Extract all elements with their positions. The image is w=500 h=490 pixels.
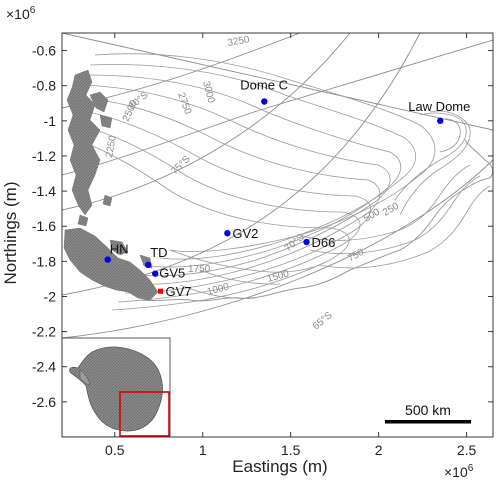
antarctica-inset — [62, 337, 171, 437]
contour-label: 250 — [381, 201, 401, 219]
station-label-gv7: GV7 — [166, 284, 192, 299]
x-ticks: 0.5 1 1.5 2 2.5 — [105, 33, 477, 458]
scale-bar: 500 km — [385, 402, 471, 424]
station-label-gv5: GV5 — [159, 266, 185, 281]
x-tick-label: 0.5 — [105, 442, 125, 458]
y-ticks: -0.6 -0.8 -1 -1.2 -1.4 -1.6 -1.8 -2 -2.2 -2.4 -2.6 — [32, 43, 493, 410]
station-marker-gv5 — [152, 270, 159, 277]
contour-label: 3000 — [200, 80, 216, 105]
station-label-gv2: GV2 — [232, 226, 258, 241]
map-content: 3250 3000 2750 2500 2250 1750 1500 1000 … — [62, 33, 493, 437]
inset-peninsula — [79, 369, 91, 385]
y-tick-label: -0.6 — [32, 43, 56, 59]
y-tick-label: -1.6 — [32, 218, 56, 234]
contour-label: 2750 — [175, 91, 193, 116]
contour-labels: 3250 3000 2750 2500 2250 1750 1500 1000 … — [104, 34, 401, 298]
x-tick-label: 1.5 — [281, 442, 301, 458]
y-tick-label: -1 — [44, 113, 57, 129]
station-marker-gv2 — [224, 230, 231, 237]
y-tick-label: -1.8 — [32, 253, 56, 269]
y-tick-label: -2 — [44, 288, 57, 304]
station-label-dome-c: Dome C — [240, 78, 288, 93]
scale-bar-line — [385, 420, 471, 424]
inset-continent — [69, 346, 163, 432]
y-exponent: ×106 — [6, 5, 36, 22]
rock-outcrops — [63, 69, 159, 301]
latitude-label: 70°S — [283, 232, 307, 255]
station-label-td: TD — [150, 245, 167, 260]
station-marker-d66 — [303, 238, 310, 246]
inset-region-box — [119, 391, 170, 437]
station-marker-td — [145, 261, 152, 269]
scale-bar-label: 500 km — [405, 402, 451, 418]
station-marker-gv7 — [158, 288, 164, 294]
y-tick-label: -0.8 — [32, 78, 56, 94]
contour-label: 2250 — [104, 134, 119, 158]
contour-label: 500 — [362, 207, 382, 225]
y-tick-label: -1.2 — [32, 148, 56, 164]
coastline — [139, 139, 493, 302]
station-label-law-dome: Law Dome — [408, 99, 470, 114]
plot-frame — [61, 32, 494, 438]
y-tick-label: -2.6 — [32, 394, 56, 410]
latitude-label: 75°S — [169, 154, 192, 177]
contour-label: 1750 — [188, 264, 211, 275]
y-tick-label: -1.4 — [32, 183, 56, 199]
y-tick-label: -2.2 — [32, 324, 56, 340]
x-tick-label: 2 — [375, 442, 383, 458]
y-tick-label: -2.4 — [32, 359, 56, 375]
station-marker-hn — [104, 256, 111, 263]
y-axis-label: Northings (m) — [1, 182, 20, 285]
x-exponent: ×106 — [444, 463, 474, 480]
station-label-hn: HN — [110, 242, 129, 257]
x-axis-label: Eastings (m) — [232, 457, 327, 476]
station-marker-law-dome — [437, 117, 444, 125]
contour-label: 1500 — [266, 268, 291, 284]
contour-label: 3250 — [227, 34, 251, 49]
latitude-label: 65°S — [311, 310, 335, 333]
station-label-d66: D66 — [312, 235, 336, 250]
station-markers: Dome C Law Dome GV2 D66 HN TD GV5 GV7 — [104, 78, 470, 299]
station-marker-dome-c — [261, 98, 268, 105]
x-tick-label: 1 — [199, 442, 207, 458]
x-tick-label: 2.5 — [457, 442, 477, 458]
